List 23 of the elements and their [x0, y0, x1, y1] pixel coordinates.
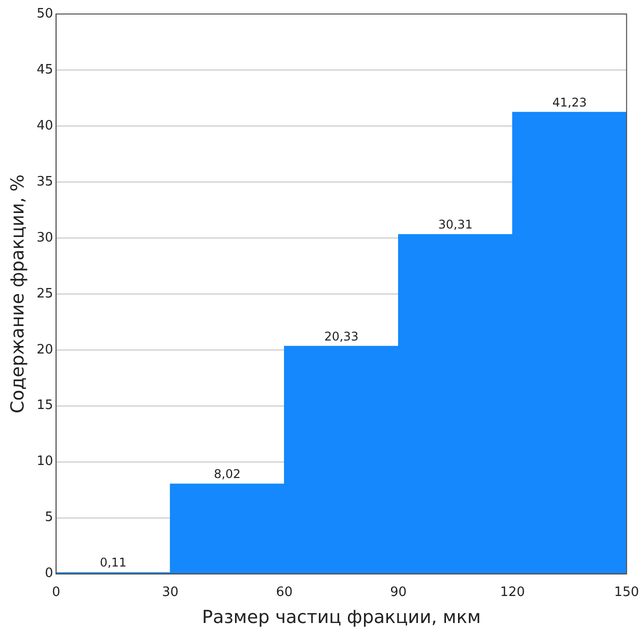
x-tick-label: 30: [162, 584, 179, 600]
data-label: 30,31: [438, 218, 473, 232]
y-tick-label: 10: [36, 454, 54, 470]
data-label: 0,11: [100, 556, 127, 570]
x-tick-label: 150: [614, 584, 640, 600]
data-label: 41,23: [552, 95, 587, 110]
data-label: 8,02: [214, 467, 241, 482]
data-label: 20,33: [324, 329, 359, 344]
x-tick-label: 60: [276, 584, 293, 600]
y-tick-label: 5: [44, 510, 54, 526]
y-tick-label: 30: [36, 230, 54, 246]
x-tick-label: 90: [390, 584, 407, 600]
y-tick-label: 40: [36, 118, 54, 134]
x-tick-label: 120: [500, 584, 525, 600]
y-tick-label: 50: [36, 6, 54, 22]
y-tick-label: 45: [36, 62, 54, 78]
y-tick-label: 20: [36, 342, 54, 358]
y-tick-label: 0: [44, 566, 54, 582]
y-tick-label: 15: [36, 398, 54, 414]
y-tick-label: 25: [36, 286, 54, 302]
y-axis-title: Содержание фракции, %: [7, 174, 28, 414]
x-axis-title: Размер частиц фракции, мкм: [202, 606, 481, 628]
y-tick-label: 35: [36, 174, 54, 190]
